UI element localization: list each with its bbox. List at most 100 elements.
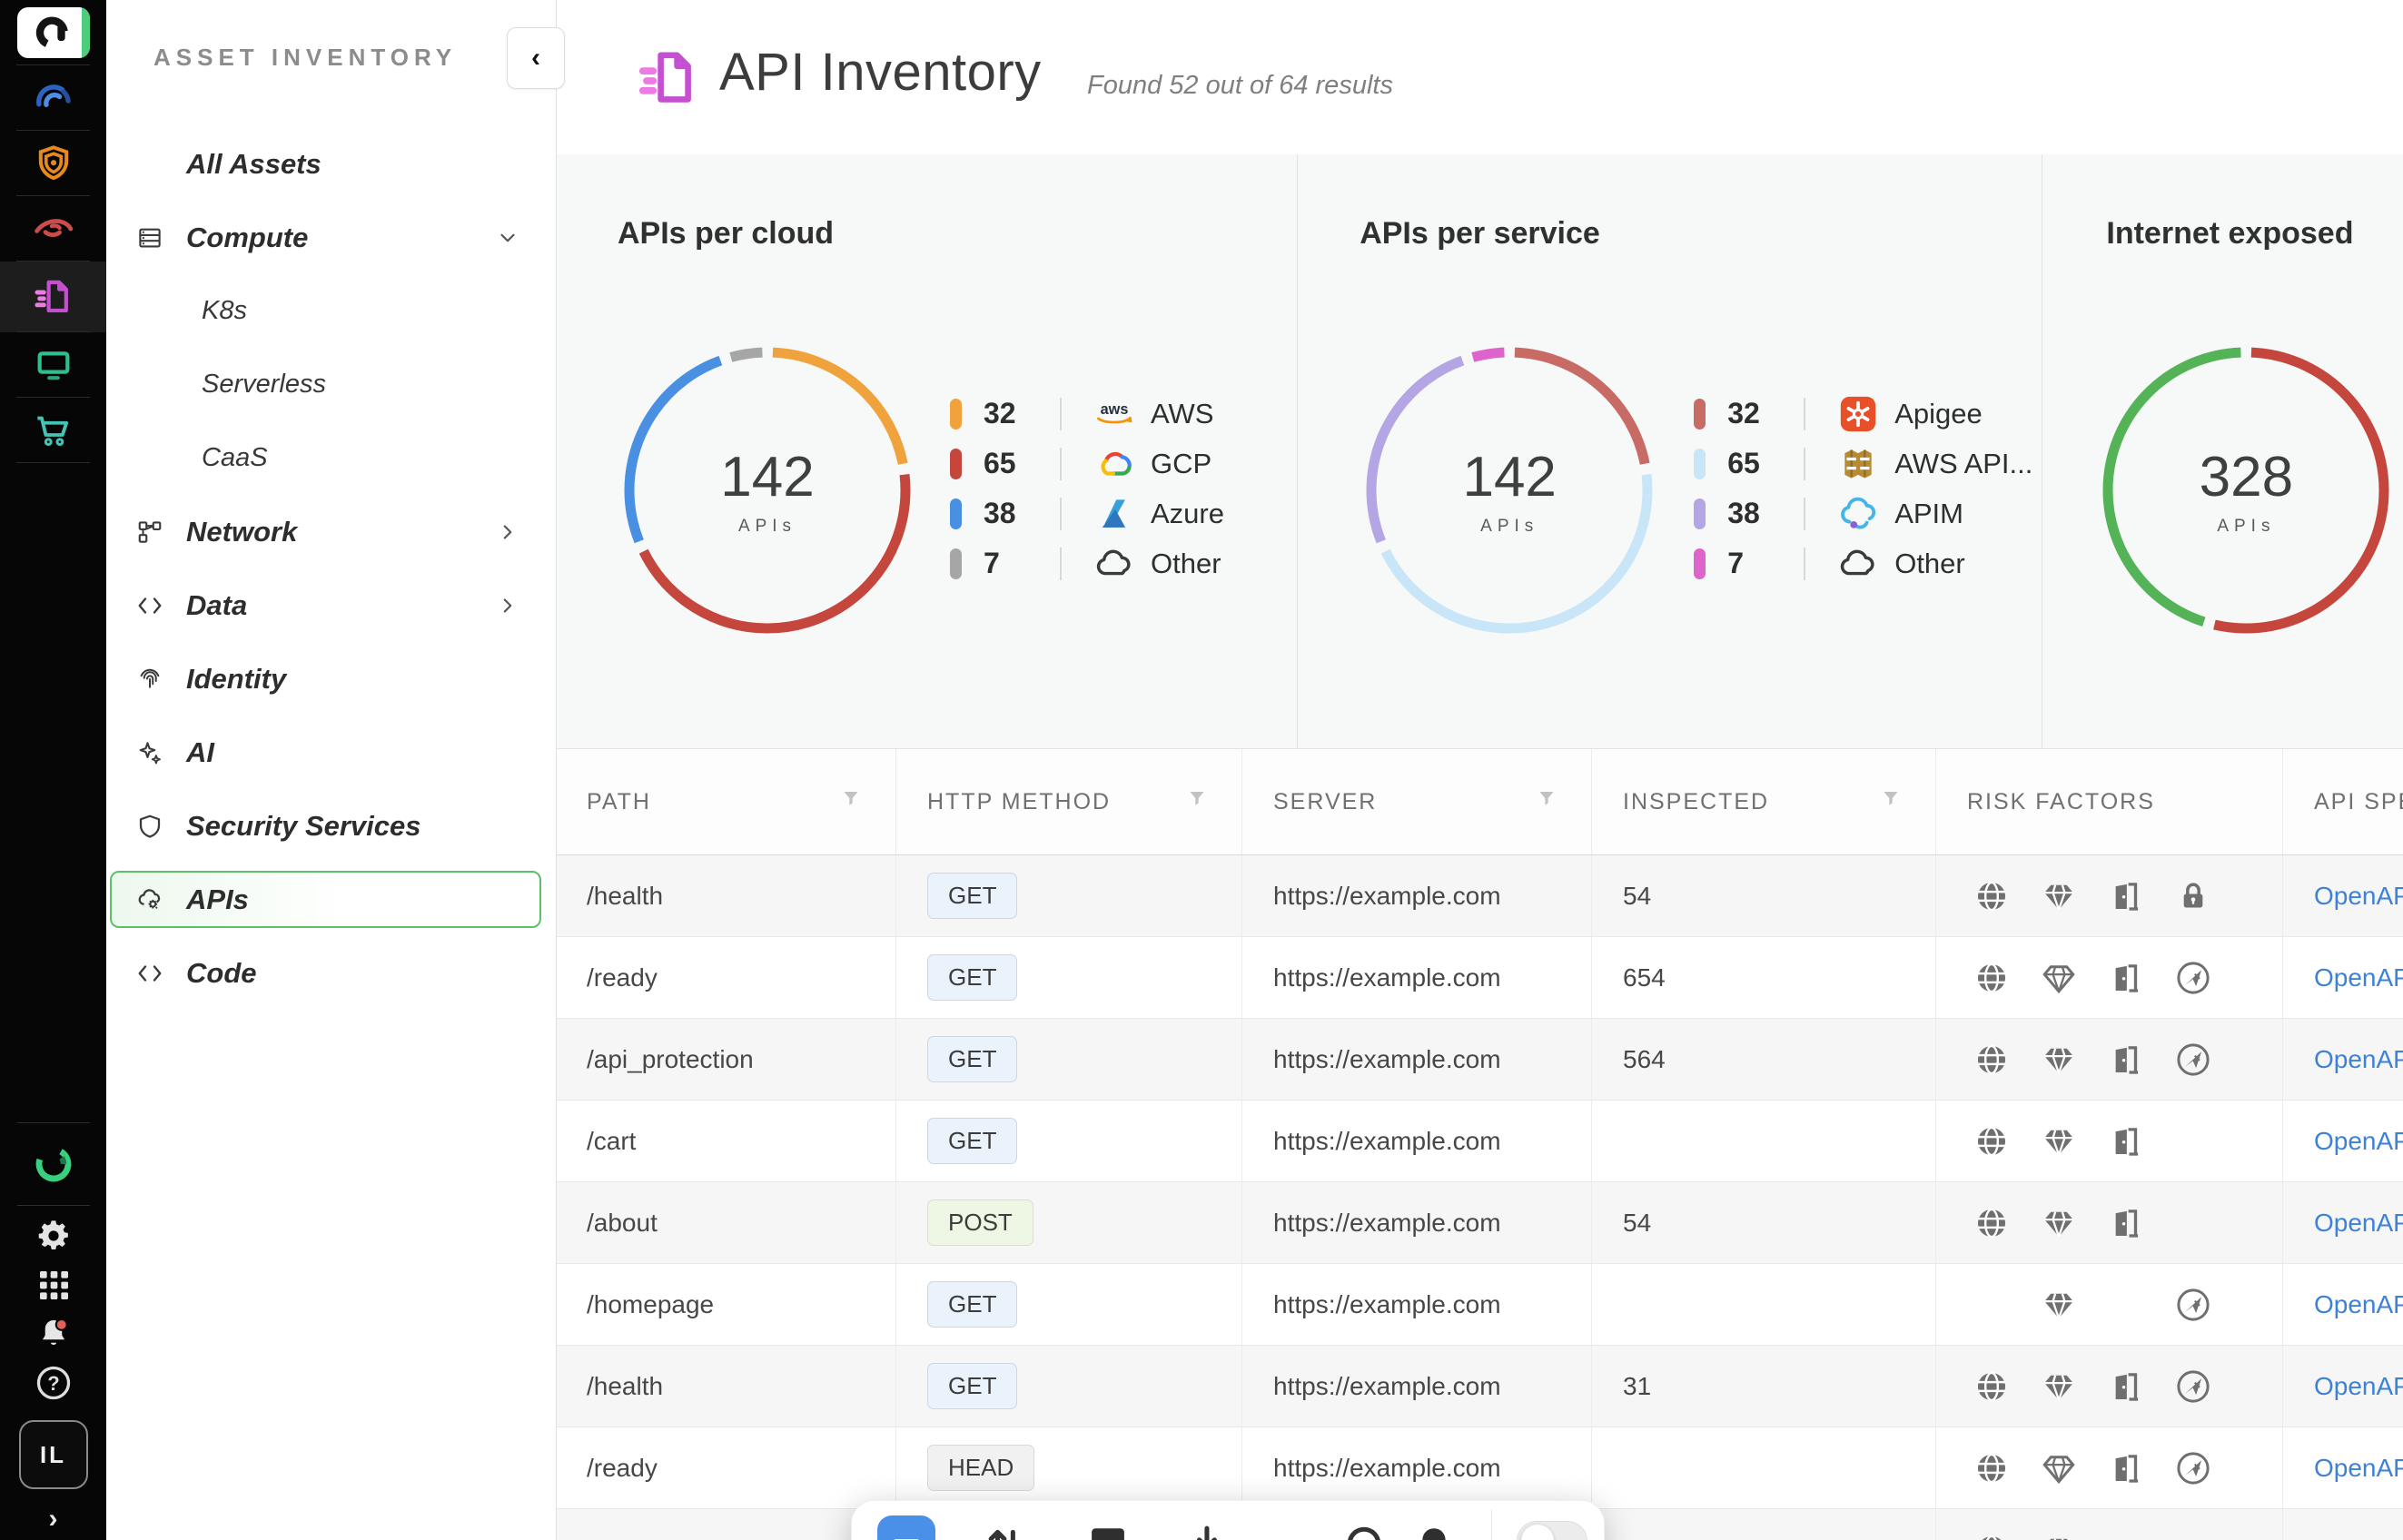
cart-teal-icon[interactable]: [0, 398, 106, 463]
sidebar-item-compute[interactable]: Compute: [106, 201, 556, 274]
door-risk-icon: [2092, 877, 2160, 915]
ring-green-icon[interactable]: [0, 1129, 106, 1199]
rail-expand-chevron-icon[interactable]: ›: [48, 1504, 58, 1534]
api-spec-link[interactable]: OpenAPI: [2314, 1208, 2403, 1237]
network-icon: [126, 518, 173, 546]
divider: [16, 1205, 90, 1206]
cell-inspected: 88: [1592, 1509, 1936, 1540]
gear-icon[interactable]: [0, 1211, 106, 1260]
sidebar-item-all-assets[interactable]: All Assets: [106, 127, 556, 201]
donut-total: 142: [1462, 445, 1557, 508]
bell-icon[interactable]: [0, 1309, 106, 1358]
toolbar-toggle[interactable]: [1517, 1521, 1587, 1540]
chart-section-0: APIs per cloud 142 APIs 32 aws AWS 65 GCP 38 A…: [556, 154, 1297, 748]
toolbar-primary-button[interactable]: [877, 1515, 935, 1540]
cell-server: https://example.com: [1242, 1019, 1592, 1100]
wasp-risk-icon: [2160, 959, 2227, 997]
toolbar-icon-2[interactable]: [1190, 1525, 1226, 1540]
legend-color-pill: [1694, 448, 1706, 479]
gauge-icon[interactable]: [0, 65, 106, 131]
cell-risk-factors: [1936, 1264, 2283, 1345]
sidebar-collapse-button[interactable]: ‹: [507, 27, 565, 89]
cell-http-method: GET: [896, 937, 1242, 1018]
toolbar-icon-3[interactable]: [1347, 1525, 1383, 1540]
azure-logo-icon: [1091, 494, 1138, 534]
legend-divider: [1804, 497, 1806, 530]
column-header-http-method[interactable]: HTTP METHOD: [896, 749, 1242, 854]
sidebar-item-serverless[interactable]: Serverless: [106, 348, 556, 421]
filter-funnel-icon[interactable]: [1187, 789, 1207, 815]
shield-icon: [126, 813, 173, 840]
sidebar-item-network[interactable]: Network: [106, 495, 556, 568]
column-header-server[interactable]: SERVER: [1242, 749, 1592, 854]
results-count: Found 52 out of 64 results: [1087, 71, 1393, 100]
legend-color-pill: [950, 398, 962, 429]
column-header-path[interactable]: PATH: [556, 749, 896, 854]
cell-http-method: POST: [896, 1182, 1242, 1263]
chevron-right-icon[interactable]: [496, 520, 519, 544]
grid-icon[interactable]: [0, 1260, 106, 1309]
table-row[interactable]: /ready HEAD https://example.com OpenAPI: [556, 1427, 2403, 1509]
legend-label: APIM: [1894, 497, 1963, 529]
wasp-risk-icon: [2160, 1041, 2227, 1079]
identity-icon: [126, 666, 173, 693]
sidebar-item-caas[interactable]: CaaS: [106, 421, 556, 495]
column-header-risk-factors[interactable]: RISK FACTORS: [1936, 749, 2283, 854]
monitor-green-icon[interactable]: [0, 332, 106, 398]
charts-band: APIs per cloud 142 APIs 32 aws AWS 65 GCP 38 A…: [556, 154, 2403, 748]
column-header-label: API SPEC: [2314, 788, 2403, 814]
api-spec-link[interactable]: OpenAPI: [2314, 1535, 2403, 1540]
table-row[interactable]: /api_protection GET https://example.com 564…: [556, 1019, 2403, 1101]
sidebar-item-k8s[interactable]: K8s: [106, 274, 556, 348]
chevron-right-icon[interactable]: [496, 594, 519, 617]
sidebar-item-code[interactable]: Code: [106, 936, 556, 1010]
api-spec-link[interactable]: OpenAPI: [2314, 1044, 2403, 1073]
cell-risk-factors: [1936, 1182, 2283, 1263]
api-spec-link[interactable]: OpenAPI: [2314, 1371, 2403, 1400]
column-header-inspected[interactable]: INSPECTED: [1592, 749, 1936, 854]
column-header-api-spec[interactable]: API SPEC: [2283, 749, 2403, 854]
api-spec-link[interactable]: OpenAPI: [2314, 1289, 2403, 1318]
api-spec-link[interactable]: OpenAPI: [2314, 962, 2403, 992]
cell-path: /homepage: [556, 1264, 896, 1345]
sidebar-item-data[interactable]: Data: [106, 568, 556, 642]
cell-risk-factors: [1936, 1509, 2283, 1540]
sidebar-item-label: APIs: [186, 883, 249, 915]
toolbar-icon-4[interactable]: [1417, 1525, 1453, 1540]
app-logo[interactable]: [0, 0, 106, 65]
sidebar-item-ai[interactable]: AI: [106, 716, 556, 789]
door-risk-icon: [2092, 1122, 2160, 1160]
filter-funnel-icon[interactable]: [1537, 789, 1557, 815]
sidebar-item-identity[interactable]: Identity: [106, 642, 556, 716]
legend-color-pill: [1694, 398, 1706, 429]
filter-funnel-icon[interactable]: [1881, 789, 1901, 815]
shield-orange-icon[interactable]: [0, 131, 106, 196]
user-avatar-button[interactable]: IL: [18, 1420, 88, 1489]
cell-http-method: GET: [896, 1019, 1242, 1100]
sidebar-item-security-services[interactable]: Security Services: [106, 789, 556, 863]
gem-risk-icon: [2025, 1531, 2092, 1540]
table-row[interactable]: /cart GET https://example.com OpenAPI: [556, 1101, 2403, 1182]
api-spec-link[interactable]: OpenAPI: [2314, 1126, 2403, 1155]
api-spec-link[interactable]: OpenAPI: [2314, 1453, 2403, 1482]
cloud-logo-icon: [1091, 543, 1138, 585]
aws-logo-icon: aws: [1091, 399, 1138, 429]
legend-value: 32: [984, 397, 1016, 429]
divider: [16, 1122, 90, 1123]
api-doc-magenta-icon[interactable]: [0, 262, 106, 332]
table-row[interactable]: /homepage GET https://example.com OpenAPI: [556, 1264, 2403, 1346]
chevron-down-icon[interactable]: [496, 226, 519, 250]
help-icon[interactable]: ?: [0, 1358, 106, 1407]
apim-logo-icon: [1834, 493, 1882, 535]
sidebar-item-apis[interactable]: APIs: [106, 863, 556, 936]
toolbar-divider: [1491, 1510, 1492, 1540]
eye-red-icon[interactable]: [0, 196, 106, 262]
toolbar-icon-0[interactable]: [988, 1525, 1024, 1540]
toolbar-icon-1[interactable]: [1090, 1525, 1126, 1540]
filter-funnel-icon[interactable]: [841, 789, 861, 815]
api-spec-link[interactable]: OpenAPI: [2314, 881, 2403, 910]
